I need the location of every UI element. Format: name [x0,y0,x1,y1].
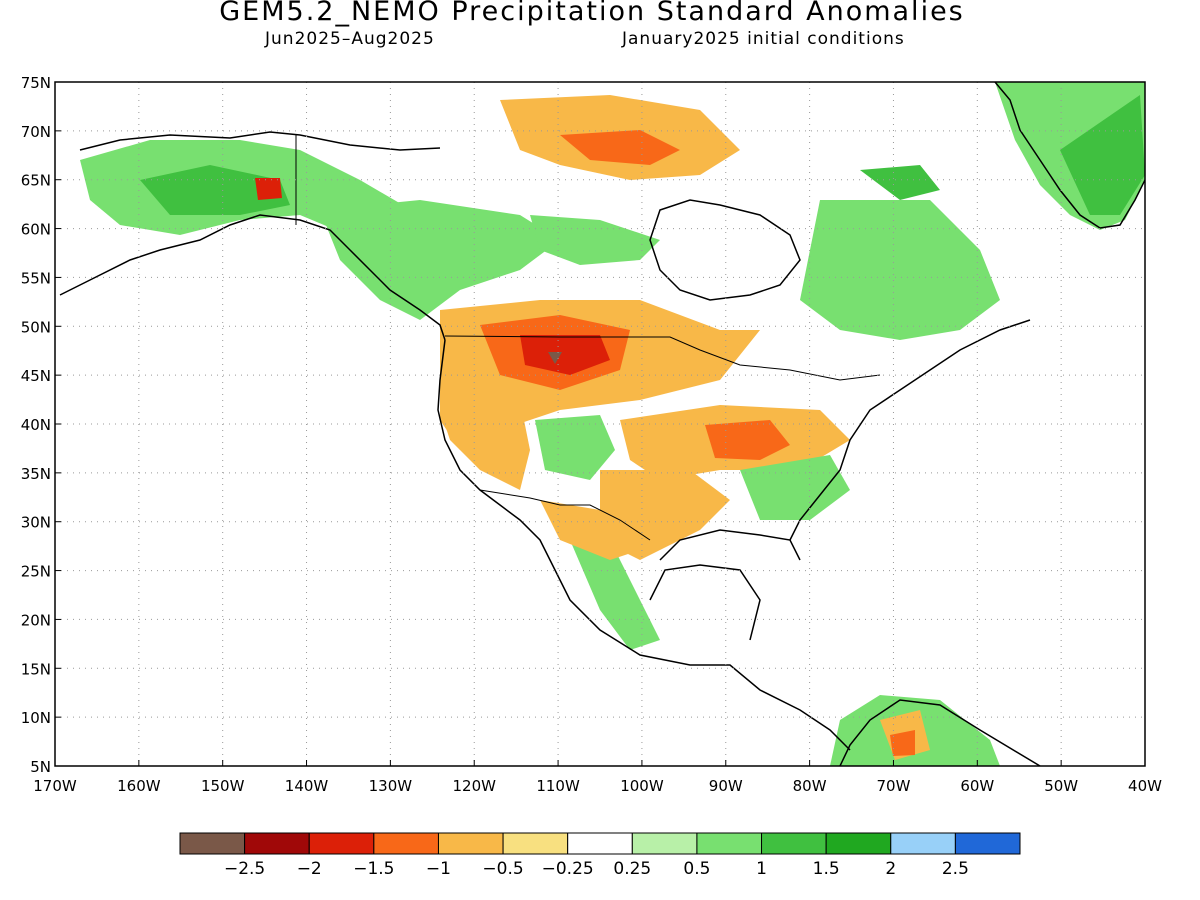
greenland-coast [994,82,1145,229]
legend-label: −1 [426,859,451,879]
legend-swatch [308,832,375,855]
us-mexico-border [479,489,651,541]
mexico-wet [570,540,660,650]
legend-swatch [179,832,246,855]
lat-tick-label: 60N [21,221,51,239]
east-coast [789,319,1031,541]
hudson-bay [649,199,801,301]
alaska-coast [59,131,446,341]
legend-swatch [244,832,310,855]
lon-tick-label: 130W [369,777,413,795]
greenland-wet [1060,95,1145,215]
legend-label: 2.5 [942,859,969,879]
forecast-period: Jun2025–Aug2025 [265,29,435,49]
lat-tick-label: 70N [21,123,51,141]
lon-tick-label: 40W [1128,777,1162,795]
legend-label: −2.5 [224,859,265,879]
legend-swatch [567,832,633,855]
legend-swatch [825,832,892,855]
legend-label: −2 [297,859,322,879]
legend-label: 0.5 [683,859,710,879]
lon-tick-label: 50W [1044,777,1078,795]
lat-tick-label: 5N [30,758,51,776]
bc-wet [320,200,560,320]
lat-tick-label: 55N [21,269,51,287]
lon-tick-label: 150W [201,777,245,795]
lon-tick-label: 120W [452,777,496,795]
hudson-wet [530,215,660,265]
labrador-wet [860,165,940,200]
lat-tick-label: 20N [21,611,51,629]
legend-swatch [437,832,504,855]
legend-swatch [696,832,763,855]
lat-tick-label: 50N [21,318,51,336]
latitude-labels: 75N 70N 65N 60N 55N 50N 45N 40N 35N 30N 25N 20N 15N 1… [21,74,51,776]
lon-tick-label: 100W [620,777,664,795]
plot-frame [54,81,1146,767]
montana-extreme-dry [548,352,562,364]
lon-tick-label: 140W [285,777,329,795]
lat-tick-label: 25N [21,563,51,581]
lon-tick-label: 90W [709,777,743,795]
lat-tick-label: 10N [21,709,51,727]
lat-tick-label: 75N [21,74,51,92]
lat-tick-label: 40N [21,416,51,434]
lon-tick-label: 60W [960,777,994,795]
legend-swatch [890,832,956,855]
legend-labels: −2.5 −2 −1.5 −1 −0.5 −0.25 0.25 0.5 1 1.5 2 2.5 [224,859,969,879]
lon-tick-label: 170W [33,777,77,795]
alaska-wet-strong [140,165,290,215]
alaska-dry-spot [255,178,282,200]
west-dry [440,400,530,490]
map-title: GEM5.2_NEMO Precipitation Standard Anoma… [219,0,965,27]
legend-label: −0.25 [542,859,594,879]
lat-tick-label: 45N [21,367,51,385]
montana-very-dry [520,335,610,375]
legend-label: 1.5 [813,859,840,879]
legend-swatch [954,832,1021,855]
legend-swatch [761,832,827,855]
south-america-dry-strong [890,730,915,756]
mexico-dry [540,500,640,560]
gulf-coast [649,529,801,641]
south-america-coast [839,699,1041,766]
east-canada-wet [800,200,1000,340]
anomaly-field [80,82,1145,766]
initial-conditions: January2025 initial conditions [622,29,905,49]
legend-label: −1.5 [353,859,394,879]
southeast-wet [740,455,850,520]
us-canada-border [444,335,881,381]
texas-dry [600,470,730,560]
legend-label: 2 [885,859,896,879]
coastlines [59,82,1145,766]
lat-tick-label: 65N [21,172,51,190]
lon-tick-label: 70W [877,777,911,795]
lon-tick-label: 160W [117,777,161,795]
arctic-dry-strong [560,130,680,165]
southwest-wet [535,415,615,480]
legend-swatch [373,832,439,855]
longitude-labels: 170W 160W 150W 140W 130W 120W 110W 100W 90W 80W 70… [33,777,1162,795]
graticule [54,81,1146,767]
lat-tick-label: 30N [21,514,51,532]
lon-tick-label: 80W [793,777,827,795]
lat-tick-label: 35N [21,465,51,483]
color-legend [179,832,1021,855]
legend-swatch [502,832,569,855]
legend-label: −0.5 [482,859,523,879]
lat-tick-label: 15N [21,660,51,678]
legend-label: 1 [756,859,767,879]
legend-label: 0.25 [613,859,651,879]
lon-tick-label: 110W [536,777,580,795]
west-coast [437,339,851,751]
legend-swatch [631,832,698,855]
